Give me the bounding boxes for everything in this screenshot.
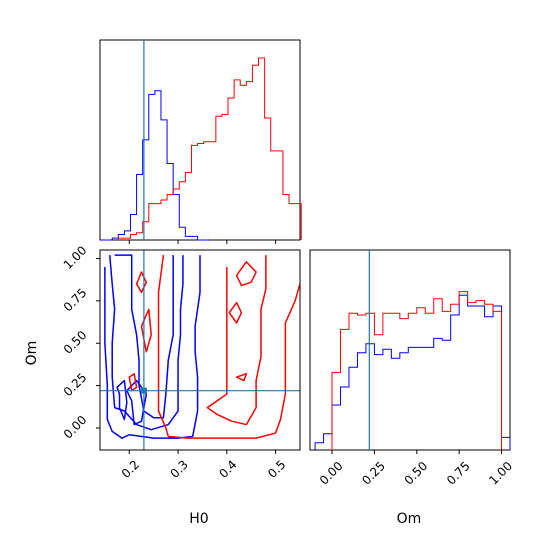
contour-red-island4	[135, 271, 148, 294]
joint-contours	[104, 254, 300, 439]
hist-om-panel: 0.00 0.25 0.50 0.75 1.00	[309, 249, 515, 488]
contour-red-island2	[228, 301, 243, 324]
contour-blue-island2	[116, 379, 128, 421]
hist-om-x-tick-label: 0.50	[402, 459, 431, 488]
joint-x-tick-label: 0.2	[119, 457, 142, 480]
joint-y-tick-label: 0.00	[61, 413, 90, 442]
joint-y-tick-label: 0.50	[61, 328, 90, 357]
axis-label-om-bottom: Om	[397, 511, 422, 527]
joint-y-tick-label: 0.25	[61, 370, 90, 399]
contour-blue-outer	[114, 254, 174, 419]
joint-h0-om-panel: 0.2 0.3 0.4 0.5 0.00 0.25 0.50 0.75 1.00	[61, 243, 301, 481]
hist-om-x-tick-label: 0.75	[444, 459, 473, 488]
contour-red-island	[235, 261, 257, 287]
contour-blue-outermost	[104, 255, 201, 439]
hist-om-x-tick-label: 0.00	[317, 459, 346, 488]
joint-x-tick-label: 0.4	[216, 457, 239, 480]
joint-y-tick-label: 0.75	[61, 286, 90, 315]
hist-h0-series-red	[117, 57, 302, 240]
contour-red-outer	[157, 254, 300, 439]
axis-label-h0: H0	[189, 511, 208, 527]
hist-h0-frame	[99, 39, 301, 241]
joint-x-tick-label: 0.5	[265, 457, 288, 480]
joint-frame	[99, 249, 301, 451]
hist-om-x-tick-label: 0.25	[359, 459, 388, 488]
joint-y-tick-label: 1.00	[61, 243, 90, 272]
contour-red-island6	[128, 372, 138, 392]
contour-red-inner	[206, 255, 267, 426]
contour-red-island3	[235, 372, 248, 382]
contour-blue-outer2	[109, 255, 184, 431]
hist-om-series-blue	[314, 294, 511, 450]
axis-label-om-left: Om	[24, 341, 40, 366]
contour-red-island5	[140, 308, 152, 353]
truth-marker	[140, 387, 147, 394]
hist-om-series-red	[331, 291, 503, 450]
contour-blue-island	[126, 379, 148, 426]
hist-h0-series-blue	[100, 90, 210, 241]
hist-om-x-tick-label: 1.00	[486, 459, 515, 488]
joint-x-tick-label: 0.3	[168, 457, 191, 480]
hist-h0-panel	[99, 39, 302, 244]
hist-om-frame	[309, 249, 511, 451]
